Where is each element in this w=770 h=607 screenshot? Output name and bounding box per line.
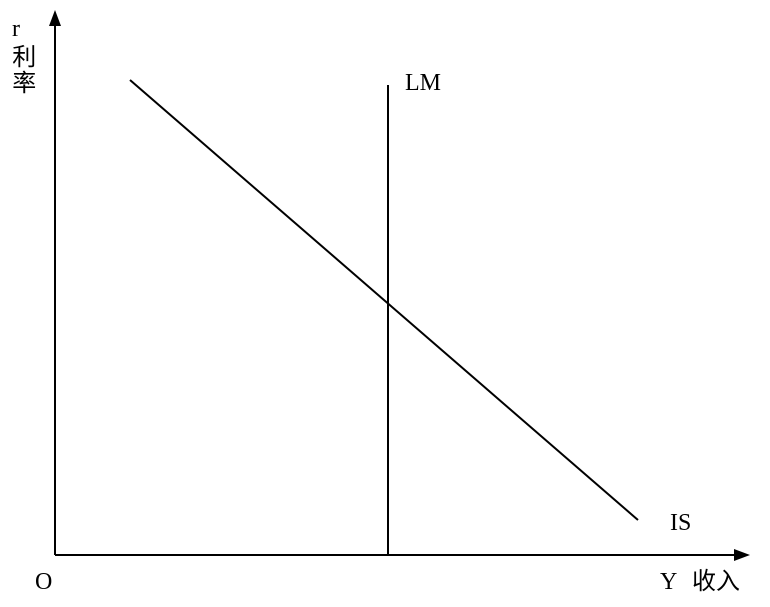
origin-text: O <box>35 569 52 595</box>
x-axis-symbol-label: Y <box>660 568 677 597</box>
is-curve <box>130 80 638 520</box>
is-label: IS <box>670 510 691 537</box>
y-axis-arrow <box>49 10 61 26</box>
y-axis-name-label: 利率 <box>6 44 35 96</box>
lm-label: LM <box>405 70 441 97</box>
lm-text: LM <box>405 70 441 96</box>
islm-diagram: r 利率 O Y 收入 LM IS <box>0 0 770 607</box>
income-text: 收入 <box>692 569 740 595</box>
origin-label: O <box>35 568 52 597</box>
y-axis-symbol-label: r <box>12 15 20 44</box>
diagram-svg <box>0 0 770 607</box>
interest-rate-text: 利率 <box>8 44 34 96</box>
y-text: Y <box>660 569 677 595</box>
x-axis-name-label: 收入 <box>692 568 740 597</box>
is-text: IS <box>670 510 691 536</box>
x-axis-arrow <box>734 549 750 561</box>
r-text: r <box>12 16 20 42</box>
